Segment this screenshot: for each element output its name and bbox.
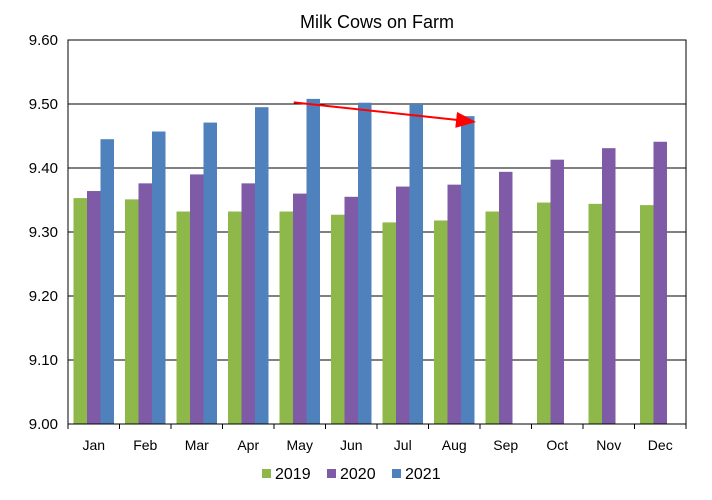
bar-2021-mar <box>203 122 217 424</box>
x-tick-label: Nov <box>596 437 621 453</box>
bar-2021-jun <box>358 102 372 424</box>
legend-swatch-2020 <box>327 469 336 478</box>
bar-2019-dec <box>640 205 654 424</box>
y-tick-label: 9.30 <box>29 224 58 241</box>
bar-2021-may <box>306 98 320 424</box>
x-tick-label: May <box>287 437 313 453</box>
bar-2019-feb <box>125 199 139 424</box>
y-tick-label: 9.50 <box>29 96 58 113</box>
legend-swatch-2019 <box>262 469 271 478</box>
plot-area <box>67 39 687 429</box>
legend-swatch-2021 <box>392 469 401 478</box>
y-tick-label: 9.00 <box>29 416 58 433</box>
chart-title: Milk Cows on Farm <box>300 12 454 32</box>
y-tick-label: 9.20 <box>29 288 58 305</box>
y-tick-label: 9.60 <box>29 32 58 49</box>
bar-2019-oct <box>537 202 551 424</box>
bar-2020-jan <box>87 191 101 424</box>
bar-2021-jan <box>100 139 114 424</box>
bar-2020-nov <box>602 148 616 424</box>
x-tick-label: Mar <box>185 437 209 453</box>
x-tick-label: Oct <box>546 437 568 453</box>
bar-2020-mar <box>190 174 204 424</box>
x-tick-label: Aug <box>442 437 467 453</box>
x-tick-label: Apr <box>237 437 259 453</box>
x-tick-label: Sep <box>493 437 518 453</box>
bar-2020-sep <box>499 171 513 424</box>
bar-2021-feb <box>152 131 166 424</box>
bar-2020-aug <box>447 184 461 424</box>
bar-2019-nov <box>588 203 602 424</box>
x-tick-label: Jan <box>82 437 105 453</box>
bar-2019-apr <box>228 211 242 424</box>
bar-2020-jun <box>344 196 358 424</box>
bar-2020-apr <box>241 183 255 424</box>
legend-label-2020: 2020 <box>340 466 376 483</box>
y-tick-label: 9.40 <box>29 160 58 177</box>
bar-2019-may <box>279 211 293 424</box>
bar-2019-aug <box>434 220 448 424</box>
bar-2020-jul <box>396 186 410 424</box>
bar-2020-oct <box>550 159 564 424</box>
bar-2021-aug <box>461 116 475 424</box>
legend-label-2019: 2019 <box>275 466 311 483</box>
trend-arrow <box>293 101 476 128</box>
x-tick-label: Jun <box>340 437 363 453</box>
bar-2021-jul <box>409 104 423 424</box>
bar-2019-jan <box>73 198 87 424</box>
x-tick-label: Feb <box>133 437 157 453</box>
bar-2019-sep <box>485 211 499 424</box>
bar-2021-apr <box>255 107 269 424</box>
bar-2020-feb <box>138 183 152 424</box>
x-axis-ticks: Jan Feb Mar Apr May Jun Jul Aug Sep Oct Nov Dec <box>82 437 672 453</box>
bar-2019-jul <box>382 222 396 424</box>
bar-2020-dec <box>653 141 667 424</box>
x-tick-label: Jul <box>394 437 412 453</box>
bar-2020-may <box>293 193 307 424</box>
y-tick-label: 9.10 <box>29 352 58 369</box>
x-tick-label: Dec <box>648 437 673 453</box>
bar-2019-mar <box>176 211 190 424</box>
legend: 2019 2020 2021 <box>262 466 441 483</box>
bar-2019-jun <box>331 214 345 424</box>
y-axis-ticks: 9.00 9.10 9.20 9.30 9.40 9.50 9.60 <box>29 32 58 433</box>
legend-label-2021: 2021 <box>405 466 441 483</box>
